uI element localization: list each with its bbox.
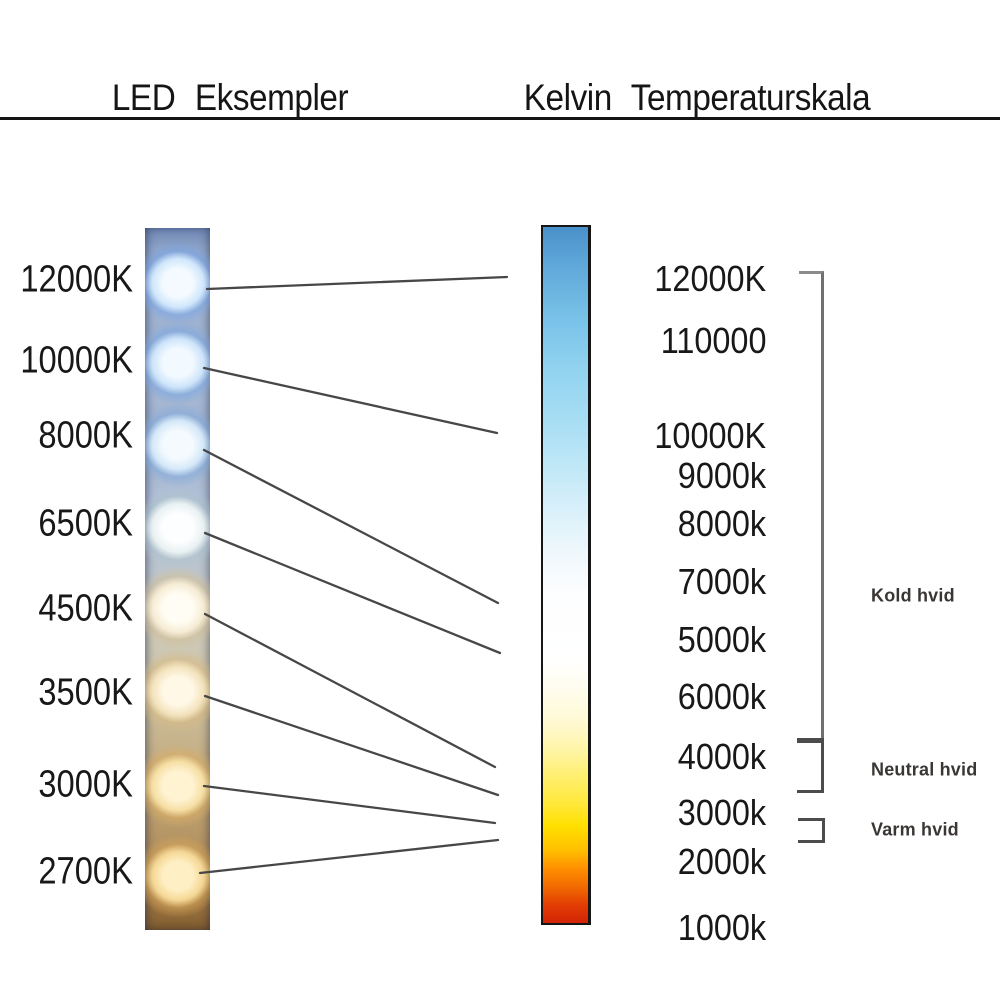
zone-bracket-kold <box>799 271 824 738</box>
led-kelvin-label: 4500K <box>38 587 133 630</box>
led-glow <box>145 566 210 650</box>
led-kelvin-label: 2700K <box>38 850 133 893</box>
connector-line-3500K <box>203 694 500 797</box>
connector-line-4500K <box>203 612 497 769</box>
kelvin-scale-label: 3000k <box>677 792 766 834</box>
kelvin-scale-label: 5000k <box>677 619 766 661</box>
kelvin-scale-label: 10000K <box>654 415 766 457</box>
connector-line-6500K <box>203 531 502 655</box>
kelvin-scale-label: 2000k <box>677 841 766 883</box>
led-kelvin-label: 6500K <box>38 502 133 545</box>
zone-label-varm: Varm hvid <box>871 819 959 840</box>
connector-line-8000K <box>202 448 500 605</box>
led-kelvin-label: 3500K <box>38 671 133 714</box>
led-examples-title: LED Eksempler <box>111 77 349 118</box>
kelvin-scale-label: 12000K <box>654 258 766 300</box>
zone-bracket-varm <box>798 818 825 843</box>
kelvin-gradient-bar <box>541 225 591 925</box>
led-glow <box>145 403 210 487</box>
kelvin-scale-label: 1000k <box>677 907 766 949</box>
kelvin-scale-label: 4000k <box>677 736 766 778</box>
kelvin-scale-label: 8000k <box>677 503 766 545</box>
connector-line-2700K <box>198 838 500 875</box>
header-divider-line <box>0 117 1000 120</box>
led-kelvin-label: 12000K <box>20 258 133 301</box>
led-strip-photo <box>145 228 210 930</box>
led-kelvin-label: 3000K <box>38 763 133 806</box>
connector-line-10000K <box>202 366 499 435</box>
kelvin-scale-title: Kelvin Temperaturskala <box>523 77 871 118</box>
zone-label-neutral: Neutral hvid <box>871 759 978 780</box>
zone-label-kold: Kold hvid <box>871 585 955 606</box>
led-kelvin-label: 8000K <box>38 414 133 457</box>
kelvin-scale-label: 9000k <box>677 455 766 497</box>
led-glow <box>145 486 210 570</box>
connector-line-12000K <box>205 275 509 291</box>
zone-bracket-neutral <box>797 738 824 793</box>
kelvin-scale-label: 6000k <box>677 676 766 718</box>
led-kelvin-label: 10000K <box>20 339 133 382</box>
led-glow <box>145 744 210 828</box>
led-glow <box>145 241 210 325</box>
led-glow <box>145 321 210 405</box>
kelvin-scale-label: 110000 <box>660 320 766 362</box>
led-glow <box>145 834 210 918</box>
kelvin-scale-label: 7000k <box>677 561 766 603</box>
led-glow <box>145 649 210 733</box>
connector-line-3000K <box>202 784 497 825</box>
